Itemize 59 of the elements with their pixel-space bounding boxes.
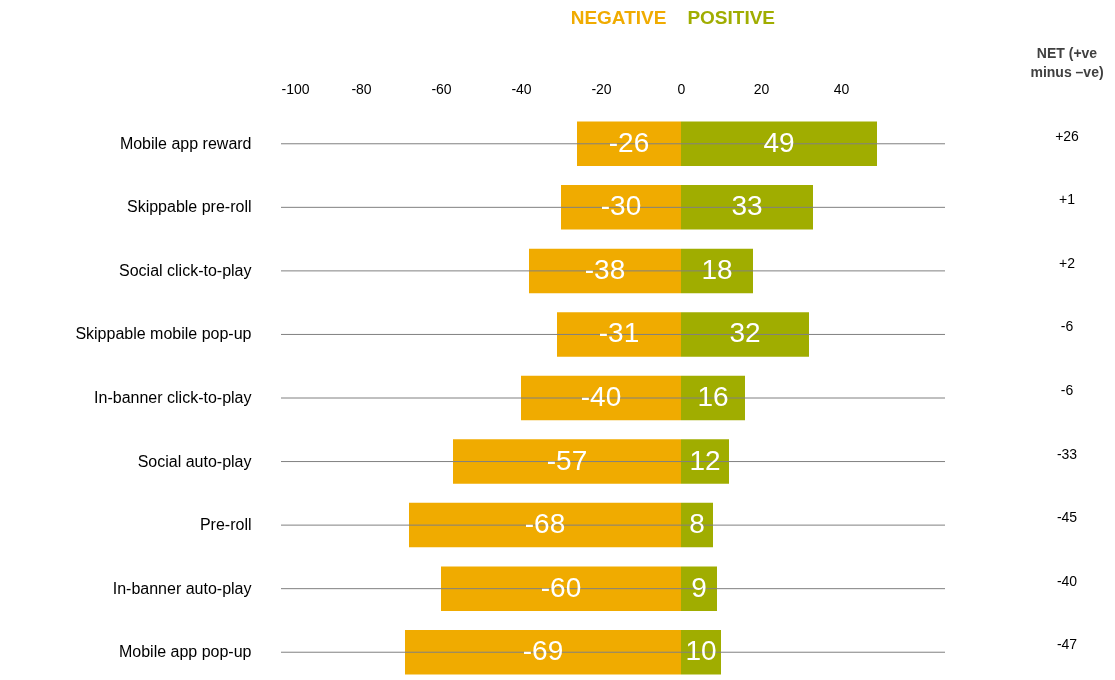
x-tick-label: 20 <box>753 80 770 97</box>
data-label: 33 <box>731 190 763 222</box>
bar <box>441 566 681 611</box>
text: -47 <box>1056 636 1078 653</box>
data-label: 18 <box>701 253 733 285</box>
text: POSITIVE <box>687 7 776 28</box>
text: +2 <box>1059 254 1076 271</box>
y-tick-label: Social click-to-play <box>119 261 252 279</box>
bar <box>521 375 681 421</box>
y-tick-label: Pre-roll <box>199 516 252 534</box>
y-tick-label: Skippable pre-roll <box>126 198 252 216</box>
text: +26 <box>1055 127 1080 144</box>
text: +1 <box>1059 191 1076 208</box>
data-label: 8 <box>689 508 705 540</box>
text: -40 <box>1056 572 1078 589</box>
y-tick-label: In-banner auto-play <box>112 579 252 597</box>
text: NEGATIVE <box>570 7 667 28</box>
y-tick-label: Mobile app reward <box>119 134 252 152</box>
y-tick-label: In-banner click-to-play <box>94 389 252 406</box>
x-tick-label: -60 <box>431 80 452 97</box>
data-label: -57 <box>546 444 588 476</box>
data-label: -69 <box>522 635 564 667</box>
text: -33 <box>1056 445 1078 462</box>
x-tick-label: -40 <box>511 80 532 97</box>
bar <box>405 629 681 675</box>
data-label: 10 <box>685 635 717 667</box>
text: -6 <box>1060 382 1074 398</box>
bar <box>557 312 681 357</box>
y-tick-label: Mobile app pop-up <box>118 643 252 661</box>
bar <box>529 248 681 294</box>
text: -45 <box>1056 509 1078 526</box>
data-label: -38 <box>584 253 626 285</box>
data-label: 12 <box>689 444 721 476</box>
y-tick-label: Skippable mobile pop-up <box>75 325 252 343</box>
x-tick-label: 0 <box>677 80 686 97</box>
data-label: -26 <box>608 126 650 158</box>
data-label: -68 <box>524 508 566 540</box>
bar <box>681 121 877 167</box>
y-tick-label: Social auto-play <box>137 452 252 470</box>
x-tick-label: -20 <box>591 80 612 97</box>
data-label: 32 <box>729 317 761 349</box>
x-tick-label: -100 <box>281 80 310 97</box>
text: -6 <box>1060 318 1074 335</box>
bar <box>453 439 681 484</box>
data-label: 9 <box>691 571 707 603</box>
data-label: -30 <box>600 190 642 222</box>
x-tick-label: -80 <box>351 80 372 97</box>
bar <box>409 502 681 548</box>
data-label: 16 <box>697 381 729 412</box>
bar <box>681 185 813 230</box>
data-label: -60 <box>540 571 582 603</box>
data-label: -40 <box>580 381 622 412</box>
data-label: -31 <box>598 317 640 349</box>
bar <box>681 312 809 357</box>
bar <box>577 121 681 167</box>
text: NET (+ve minus –ve) <box>1030 45 1104 80</box>
data-label: 49 <box>763 126 795 158</box>
bar <box>561 185 681 230</box>
x-tick-label: 40 <box>833 80 850 97</box>
